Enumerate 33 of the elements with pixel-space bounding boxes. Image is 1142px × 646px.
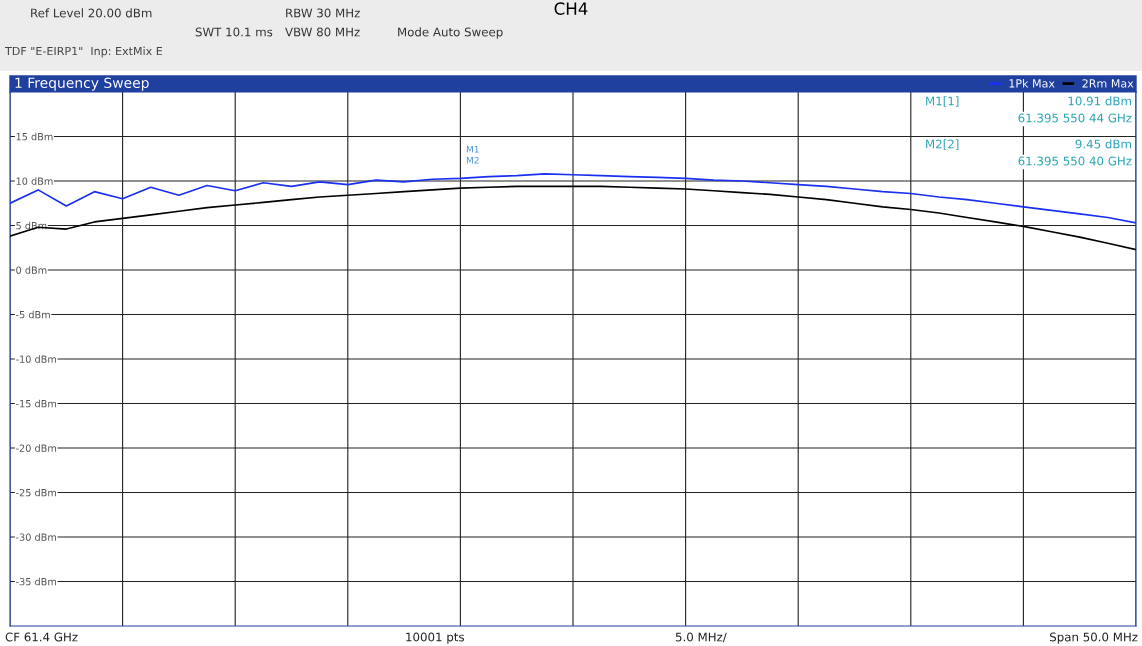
annotation: M1 bbox=[466, 145, 479, 153]
text: Span 50.0 MHz bbox=[1050, 632, 1138, 644]
text: CF 61.4 GHz bbox=[5, 632, 78, 642]
chart-subtitle: 1 Frequency Sweep bbox=[15, 77, 149, 91]
y-tick-label: -15 dBm bbox=[16, 399, 57, 408]
text: Mode Auto Sweep bbox=[398, 27, 503, 39]
y-tick-label: -30 dBm bbox=[16, 533, 57, 541]
annotation: 9.45 dBm bbox=[1075, 139, 1131, 149]
text: 10001 pts bbox=[406, 632, 464, 644]
text: RBW 30 MHz bbox=[286, 8, 360, 18]
line-series bbox=[10, 185, 1136, 251]
text: TDF "E-EIRP1" Inp: ExtMix E bbox=[4, 46, 163, 58]
legend-label: 2Rm Max bbox=[1082, 79, 1134, 88]
annotation: M2 bbox=[466, 156, 479, 164]
y-tick-label: -5 dBm bbox=[16, 310, 50, 319]
annotation: 10.91 dBm bbox=[1068, 96, 1131, 106]
y-tick-label: 0 dBm bbox=[16, 266, 47, 274]
annotation: 61.395 550 44 GHz bbox=[1018, 113, 1132, 123]
text: VBW 80 MHz bbox=[285, 27, 360, 37]
annotation: 61.395 550 40 GHz bbox=[1018, 156, 1132, 166]
y-tick-label: -35 dBm bbox=[16, 577, 57, 586]
annotation: M2[2] bbox=[926, 139, 959, 150]
text: SWT 10.1 ms bbox=[195, 27, 273, 37]
y-tick-label: -10 dBm bbox=[16, 355, 57, 363]
chart-title: CH4 bbox=[554, 2, 588, 15]
y-tick-label: 15 dBm bbox=[16, 132, 53, 141]
legend-label: 1Pk Max bbox=[1009, 79, 1055, 88]
text: 5.0 MHz/ bbox=[675, 632, 727, 643]
y-tick-label: 10 dBm bbox=[16, 177, 53, 185]
annotation: M1[1] bbox=[926, 96, 959, 107]
y-tick-label: -20 dBm bbox=[16, 444, 57, 452]
y-tick-label: -25 dBm bbox=[16, 488, 57, 497]
text: Ref Level 20.00 dBm bbox=[31, 8, 152, 18]
